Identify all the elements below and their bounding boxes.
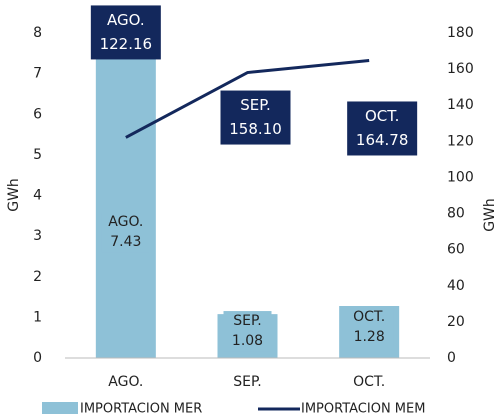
- x-tick-label: SEP.: [233, 374, 261, 390]
- line: [125, 58, 370, 139]
- y2-tick-label: 120: [447, 133, 474, 149]
- bar-label-category: OCT.: [353, 309, 385, 325]
- line-label-category: SEP.: [240, 96, 270, 114]
- y-tick-label: 0: [33, 350, 42, 366]
- legend-swatch: [42, 402, 78, 414]
- y-tick-label: 5: [33, 147, 42, 163]
- y2-axis-label: GWh: [482, 198, 498, 232]
- bar-label-category: SEP.: [233, 313, 261, 329]
- line-label-box: [90, 5, 161, 60]
- line-label-value: 164.78: [356, 131, 409, 149]
- legend-label: IMPORTACION MEM: [301, 402, 425, 417]
- bar-label-box: [223, 311, 272, 352]
- y2-tick-label: 80: [447, 206, 465, 222]
- y2-tick-label: 180: [447, 25, 474, 41]
- bar-label-category: AGO.: [108, 214, 143, 230]
- line-label-box: [220, 90, 291, 145]
- bar-label-value: 1.28: [354, 329, 385, 345]
- y2-tick-label: 20: [447, 314, 465, 330]
- bar-label-box: [345, 307, 394, 347]
- bar-label-box: [101, 212, 150, 253]
- y-tick-label: 6: [33, 106, 42, 122]
- y-axis-label: GWh: [6, 178, 22, 212]
- y2-tick-label: 40: [447, 278, 465, 294]
- y2-tick-label: 100: [447, 169, 474, 185]
- legend-label: IMPORTACION MER: [80, 402, 202, 417]
- x-tick-label: AGO.: [108, 374, 143, 390]
- y-tick-label: 7: [33, 66, 42, 82]
- y2-tick-label: 60: [447, 242, 465, 258]
- line-label-category: OCT.: [365, 107, 399, 125]
- line-label-box: [347, 101, 418, 156]
- bar-label-value: 7.43: [110, 234, 141, 250]
- y-tick-label: 8: [33, 25, 42, 41]
- y-tick-label: 2: [33, 269, 42, 285]
- line-label-value: 158.10: [229, 120, 282, 138]
- y2-tick-label: 160: [447, 61, 474, 77]
- y-tick-label: 1: [33, 309, 42, 325]
- y2-tick-label: 140: [447, 97, 474, 113]
- bar-label-value: 1.08: [232, 333, 263, 349]
- line-label-category: AGO.: [107, 11, 145, 29]
- line-label-value: 122.16: [100, 35, 153, 53]
- y-tick-label: 4: [33, 188, 42, 204]
- y2-tick-label: 0: [447, 350, 456, 366]
- x-tick-label: OCT.: [353, 374, 385, 390]
- bar: [95, 56, 156, 358]
- y-tick-label: 3: [33, 228, 42, 244]
